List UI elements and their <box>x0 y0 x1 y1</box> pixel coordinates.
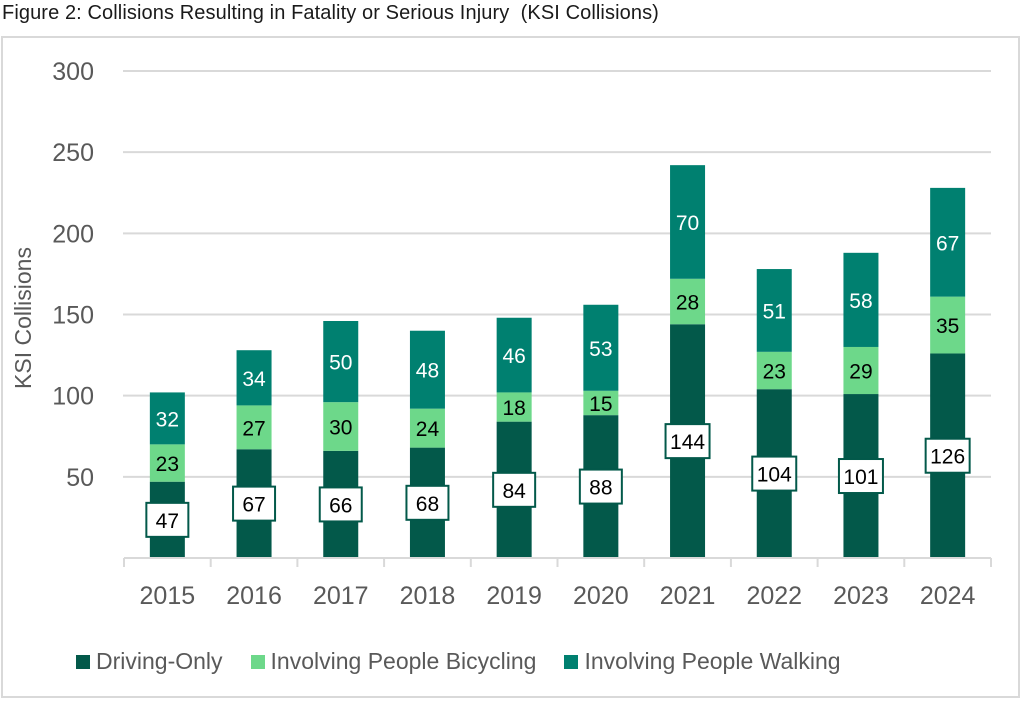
data-label-box <box>492 471 537 508</box>
x-tick-label: 2016 <box>226 582 282 610</box>
data-label: 88 <box>589 477 612 500</box>
data-label: 15 <box>589 393 612 416</box>
data-label: 30 <box>329 417 352 440</box>
data-label: 35 <box>936 315 959 338</box>
bar-segment-involving-people-bicycling <box>409 408 445 448</box>
bar-segment-involving-people-walking <box>323 320 359 403</box>
data-label-box <box>318 486 363 523</box>
data-label: 46 <box>502 345 525 368</box>
data-label: 50 <box>329 352 352 375</box>
data-label: 18 <box>502 397 525 420</box>
y-tick-label: 150 <box>52 302 94 330</box>
y-tick-label: 250 <box>52 139 94 167</box>
x-tick-label: 2024 <box>920 582 976 610</box>
data-label: 51 <box>763 300 786 323</box>
data-label: 84 <box>502 480 526 503</box>
data-label: 67 <box>242 494 265 517</box>
bar-segment-involving-people-bicycling <box>323 402 359 451</box>
data-label-box <box>837 458 884 495</box>
data-label: 47 <box>156 510 179 533</box>
data-label: 23 <box>156 453 179 476</box>
legend-label: Involving People Walking <box>584 648 841 674</box>
bar-segment-involving-people-walking <box>843 252 879 347</box>
data-label: 58 <box>849 290 872 313</box>
x-tick-label: 2021 <box>660 582 716 610</box>
bar-segment-involving-people-bicycling <box>496 392 532 422</box>
bar-segment-involving-people-bicycling <box>149 444 185 482</box>
bar-segment-involving-people-bicycling <box>670 278 706 325</box>
bar-segment-involving-people-walking <box>670 165 706 279</box>
bar-segment-involving-people-walking <box>409 330 445 409</box>
bar-segment-involving-people-bicycling <box>930 296 966 354</box>
data-label: 53 <box>589 338 612 361</box>
data-label-box <box>578 468 623 505</box>
y-tick-label: 200 <box>52 220 94 248</box>
data-label: 32 <box>156 408 179 431</box>
data-labels: 47 23 32 67 27 34 66 30 50 68 24 48 84 18 46 88 15 53 144 2… <box>145 212 971 538</box>
data-label: 23 <box>763 361 786 384</box>
x-tick-label: 2020 <box>573 582 629 610</box>
legend-item-driving-only: Driving-Only <box>76 648 223 675</box>
data-label: 34 <box>242 368 266 391</box>
data-label-box <box>664 423 711 460</box>
data-label: 48 <box>416 360 439 383</box>
y-tick-label: 300 <box>52 58 94 86</box>
bars <box>149 165 966 558</box>
data-label: 104 <box>757 464 792 487</box>
x-tick-label: 2017 <box>313 582 369 610</box>
y-tick-label: 50 <box>66 464 94 492</box>
data-label: 126 <box>930 446 965 469</box>
data-label-box <box>405 484 450 521</box>
data-label: 68 <box>416 493 439 516</box>
data-label: 29 <box>849 361 872 384</box>
y-axis-tick-labels: 50 100 150 200 250 300 <box>52 58 94 492</box>
x-tick-label: 2018 <box>400 582 456 610</box>
data-label: 144 <box>670 431 705 454</box>
legend-item-walking: Involving People Walking <box>564 648 841 675</box>
data-label: 67 <box>936 232 959 255</box>
x-tick-label: 2023 <box>833 582 889 610</box>
legend-swatch-driving-only <box>76 654 90 669</box>
bar-segment-involving-people-bicycling <box>843 346 879 395</box>
chart-frame <box>1 36 1020 698</box>
bar-segment-involving-people-bicycling <box>756 351 792 390</box>
legend-item-bicycling: Involving People Bicycling <box>250 648 537 675</box>
legend-label: Driving-Only <box>96 648 223 674</box>
bar-segment-involving-people-walking <box>930 187 966 297</box>
y-axis-label: KSI Collisions <box>10 247 36 389</box>
x-tick-label: 2015 <box>140 582 196 610</box>
legend-swatch-bicycling <box>250 654 265 669</box>
data-label-box <box>145 501 190 538</box>
legend-swatch-walking <box>564 654 579 669</box>
y-tick-label: 100 <box>52 383 94 411</box>
data-label: 101 <box>843 466 878 489</box>
bar-segment-involving-people-walking <box>496 317 532 393</box>
data-label: 28 <box>676 292 699 315</box>
legend: Driving-Only Involving People Bicycling … <box>76 648 869 675</box>
legend-label: Involving People Bicycling <box>270 648 537 674</box>
bar-segment-involving-people-walking <box>583 304 619 391</box>
x-tick-label: 2022 <box>746 582 802 610</box>
data-label-box <box>751 455 798 492</box>
bar-segment-involving-people-bicycling <box>583 390 619 416</box>
bar-segment-involving-people-walking <box>236 350 272 406</box>
data-label: 70 <box>676 212 699 235</box>
data-label: 24 <box>416 418 440 441</box>
x-axis: 2015 2016 2017 2018 2019 2020 2021 2022 2023 2024 <box>123 557 992 610</box>
figure-title: Figure 2: Collisions Resulting in Fatali… <box>2 2 659 24</box>
data-label: 27 <box>242 417 265 440</box>
bar-segment-involving-people-bicycling <box>236 405 272 450</box>
bar-segment-involving-people-walking <box>149 392 185 445</box>
data-label-box <box>924 437 971 474</box>
x-tick-label: 2019 <box>486 582 542 610</box>
bar-segment-involving-people-walking <box>756 269 792 352</box>
data-label: 66 <box>329 494 352 517</box>
data-label-box <box>232 485 277 522</box>
